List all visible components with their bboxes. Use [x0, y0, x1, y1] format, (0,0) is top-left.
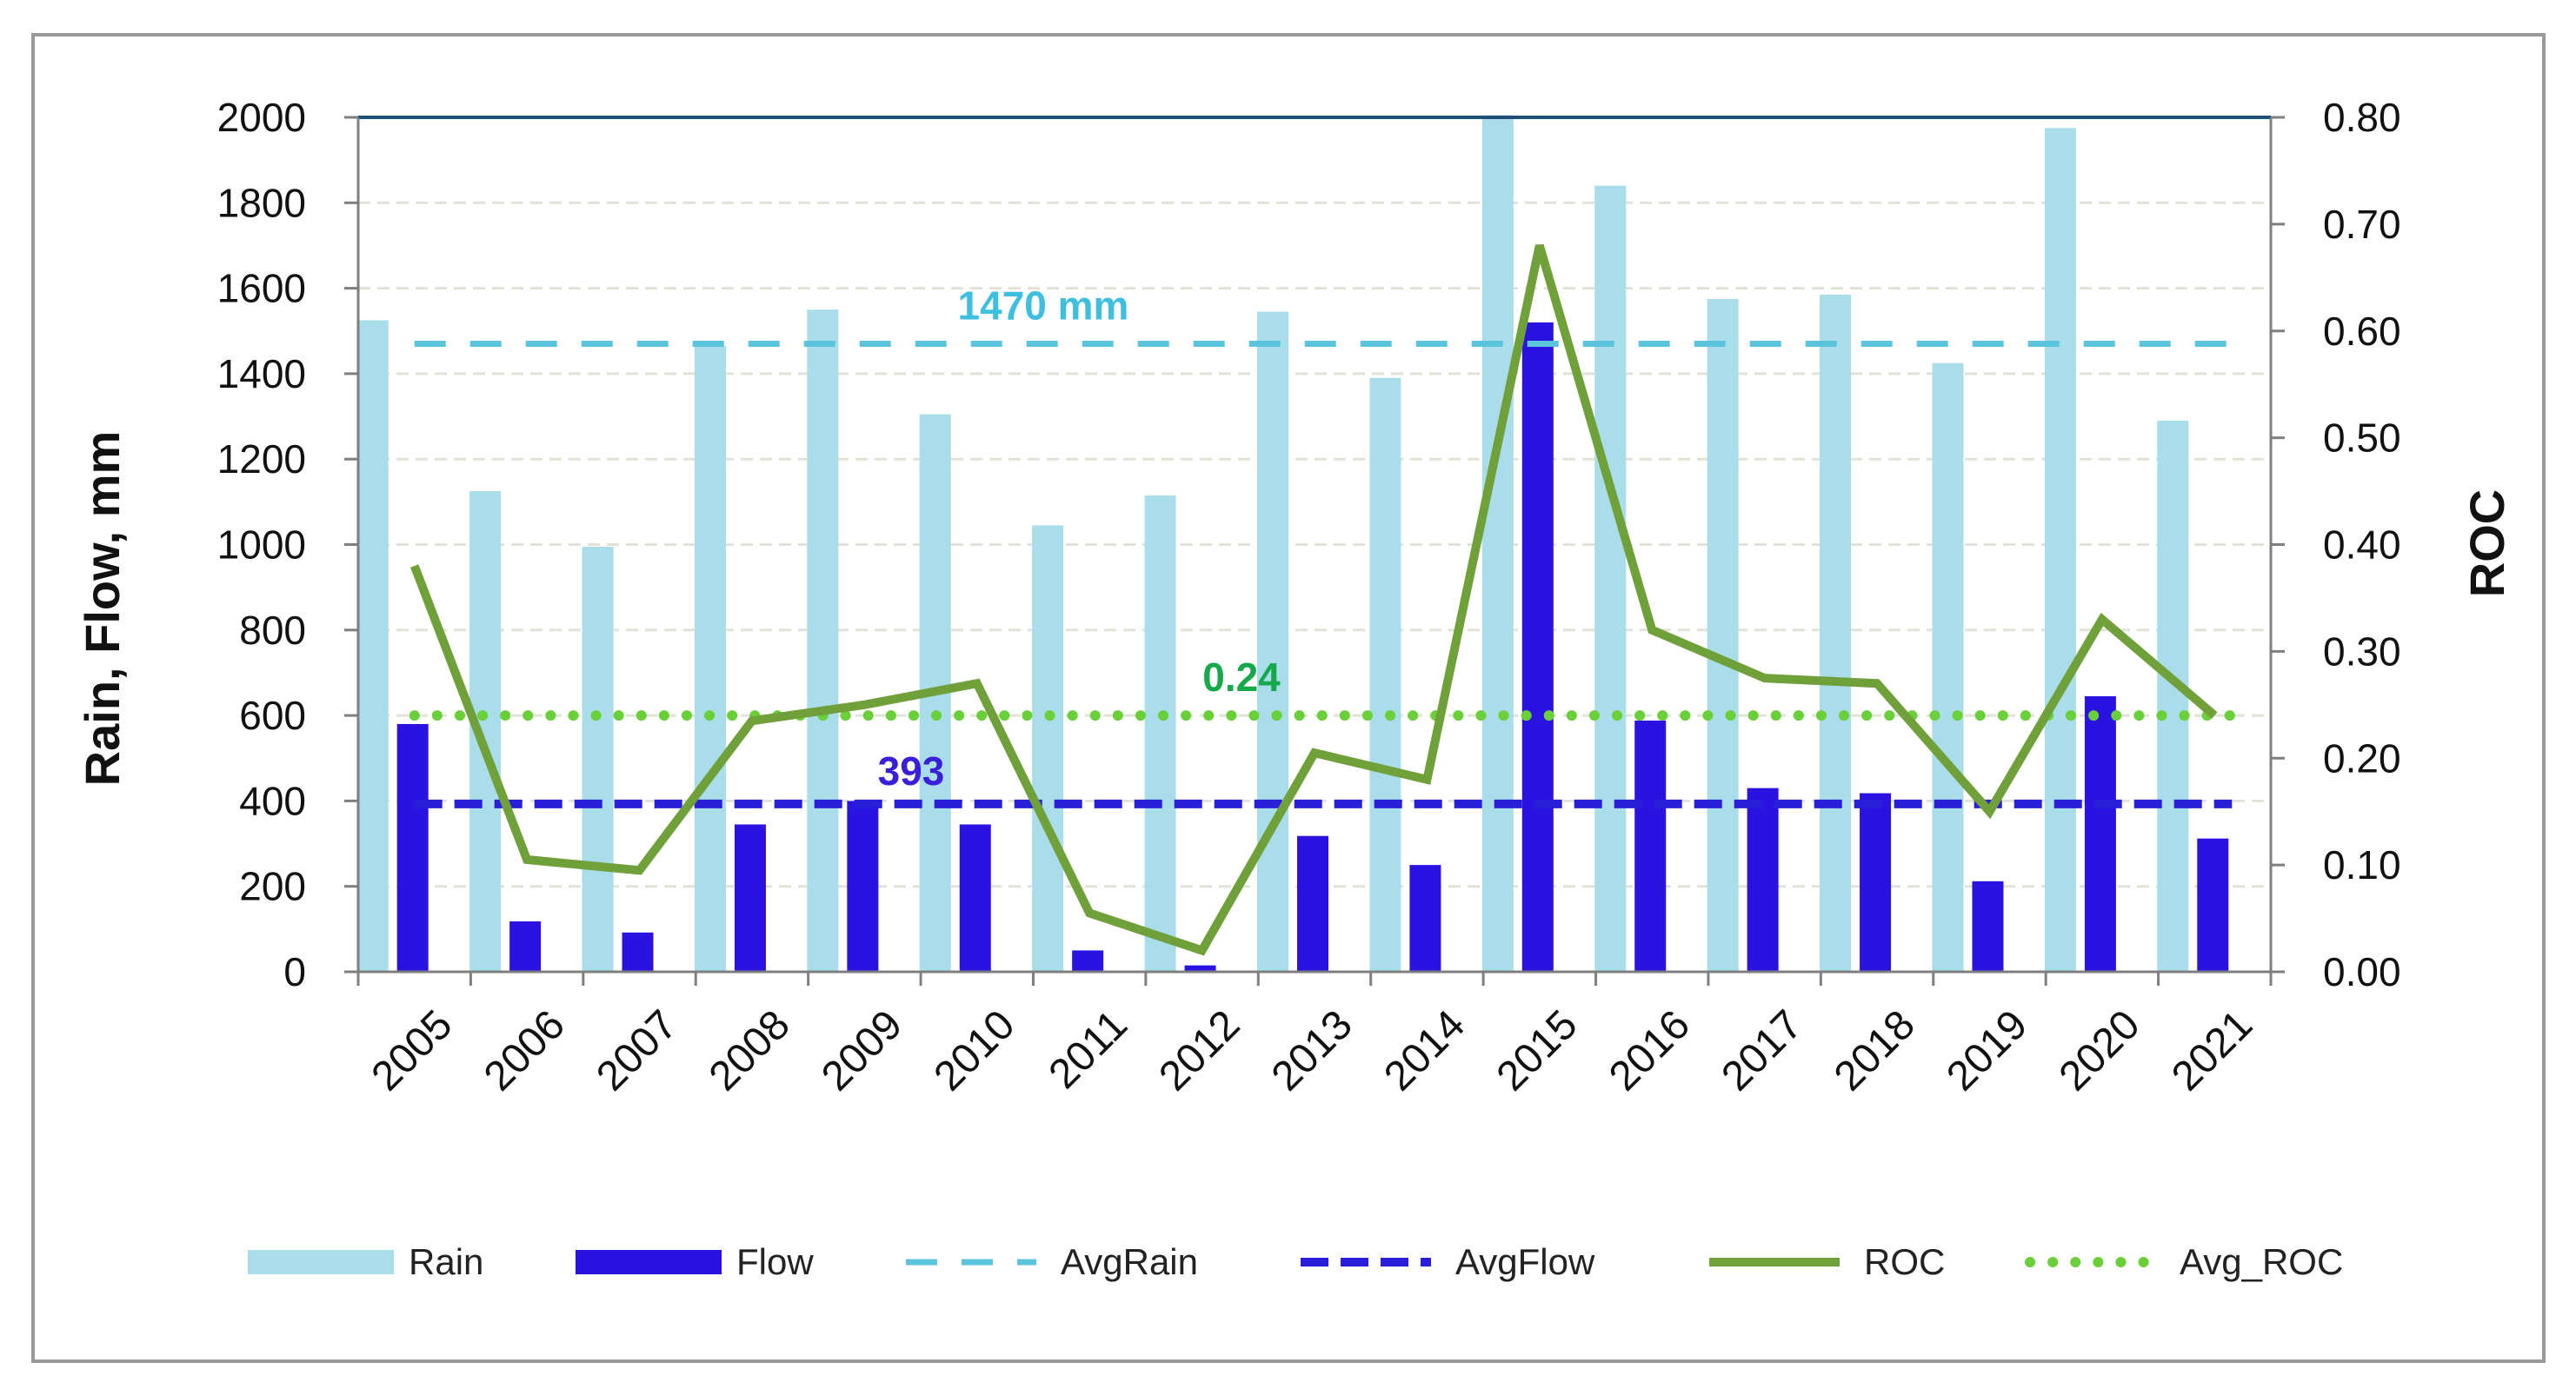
flow-bar-2007 — [622, 932, 654, 972]
axis-titles: Rain, Flow, mm ROC — [75, 431, 2514, 787]
flow-bar-2012 — [1184, 965, 1216, 972]
rain-bar-2020 — [2044, 128, 2076, 973]
y2-axis-title: ROC — [2460, 489, 2514, 597]
right-tick-label: 0.70 — [2323, 202, 2401, 247]
right-tick-label: 0.10 — [2323, 842, 2401, 887]
flow-bar-2016 — [1634, 720, 1667, 972]
x-tick-label: 2008 — [701, 1001, 799, 1100]
legend-label-avg_roc: Avg_ROC — [2180, 1241, 2343, 1282]
legend: Rain Flow AvgRain AvgFlow ROC Avg_ROC — [248, 1241, 2343, 1282]
flow-bar-2015 — [1521, 322, 1554, 972]
x-tick-label: 2010 — [926, 1001, 1024, 1100]
rain-bar-2012 — [1144, 495, 1176, 972]
legend-label-flow: Flow — [736, 1241, 814, 1282]
x-axis-ticks: 2005 2006 2007 2008 2009 2010 2011 2012 2013 2014… — [356, 972, 2273, 1100]
flow-bar-2013 — [1297, 835, 1328, 972]
rain-bar-2019 — [1932, 362, 1964, 972]
x-tick-label: 2007 — [588, 1001, 686, 1100]
x-tick-label: 2017 — [1713, 1001, 1811, 1100]
flow-bar-2014 — [1409, 865, 1441, 972]
legend-label-rain: Rain — [409, 1241, 483, 1282]
rain-bar-2018 — [1820, 294, 1852, 972]
x-tick-label: 2016 — [1601, 1001, 1699, 1100]
flow-bars — [396, 322, 2229, 972]
annotations: 1470 mm 0.24 393 — [878, 283, 1281, 793]
flow-bar-2010 — [959, 824, 991, 972]
left-axis-ticks: 0 200 400 600 800 1000 1200 1400 1600 1800 2000 — [217, 95, 358, 994]
left-tick-label: 1000 — [217, 522, 306, 568]
annotation-avg_roc: 0.24 — [1202, 655, 1281, 700]
left-tick-label: 1200 — [217, 436, 306, 482]
flow-bar-2005 — [396, 723, 429, 972]
flow-bar-2018 — [1860, 793, 1892, 972]
gridlines — [358, 201, 2271, 888]
x-tick-label: 2009 — [813, 1001, 911, 1100]
x-tick-label: 2015 — [1488, 1001, 1587, 1100]
x-tick-label: 2020 — [2051, 1001, 2149, 1100]
x-tick-label: 2012 — [1150, 1001, 1248, 1100]
x-tick-label: 2021 — [2163, 1001, 2261, 1100]
right-tick-label: 0.60 — [2323, 309, 2401, 354]
left-tick-label: 0 — [283, 949, 306, 994]
legend-label-avgflow: AvgFlow — [1455, 1241, 1595, 1282]
rain-bar-2021 — [2157, 420, 2189, 973]
left-tick-label: 200 — [239, 864, 306, 909]
right-tick-label: 0.00 — [2323, 949, 2401, 994]
legend-label-avgrain: AvgRain — [1061, 1241, 1198, 1282]
rain-bar-2008 — [694, 345, 726, 972]
flow-bar-2006 — [509, 921, 542, 972]
rain-bar-2017 — [1707, 298, 1739, 972]
roc-line — [410, 244, 2218, 956]
flow-bar-2019 — [1972, 881, 2004, 972]
left-tick-label: 800 — [239, 608, 306, 653]
flow-bar-2020 — [2084, 695, 2116, 972]
right-tick-label: 0.30 — [2323, 628, 2401, 674]
legend-swatch-rain — [248, 1250, 394, 1274]
y-axis-title: Rain, Flow, mm — [75, 431, 130, 787]
legend-swatch-flow — [576, 1250, 722, 1274]
rain-bar-2011 — [1032, 525, 1064, 972]
x-tick-label: 2018 — [1826, 1001, 1924, 1100]
rain-bar-2005 — [356, 320, 389, 972]
rain-bar-2015 — [1481, 115, 1514, 973]
rain-bar-2014 — [1369, 377, 1401, 972]
left-tick-label: 2000 — [217, 95, 306, 140]
x-tick-label: 2019 — [1938, 1001, 2036, 1100]
rain-bar-2016 — [1594, 185, 1627, 972]
x-tick-label: 2005 — [363, 1001, 462, 1100]
x-tick-label: 2014 — [1375, 1001, 1474, 1100]
x-tick-label: 2006 — [476, 1001, 574, 1100]
rain-bar-2009 — [807, 309, 839, 972]
flow-bar-2008 — [734, 824, 766, 972]
rain-bar-2013 — [1257, 311, 1288, 972]
left-tick-label: 600 — [239, 693, 306, 738]
x-tick-label: 2013 — [1263, 1001, 1361, 1100]
annotation-avgflow: 393 — [878, 748, 945, 794]
right-tick-label: 0.40 — [2323, 522, 2401, 568]
flow-bar-2009 — [847, 801, 879, 972]
average-lines — [409, 340, 2238, 808]
legend-label-roc: ROC — [1864, 1241, 1945, 1282]
annotation-avgrain: 1470 mm — [958, 283, 1129, 328]
right-tick-label: 0.80 — [2323, 95, 2401, 140]
roc-series — [410, 244, 2218, 956]
x-tick-label: 2011 — [1041, 1001, 1136, 1097]
right-axis-ticks: 0.00 0.10 0.20 0.30 0.40 0.50 0.60 0.70 0.80 — [2271, 95, 2401, 994]
rain-bar-2007 — [582, 546, 614, 972]
flow-bar-2017 — [1747, 788, 1779, 972]
right-tick-label: 0.20 — [2323, 735, 2401, 781]
left-tick-label: 1400 — [217, 351, 306, 396]
left-tick-label: 400 — [239, 778, 306, 823]
flow-bar-2011 — [1072, 950, 1104, 972]
left-tick-label: 1800 — [217, 180, 306, 225]
right-tick-label: 0.50 — [2323, 415, 2401, 461]
left-tick-label: 1600 — [217, 266, 306, 311]
flow-bar-2021 — [2197, 838, 2229, 972]
